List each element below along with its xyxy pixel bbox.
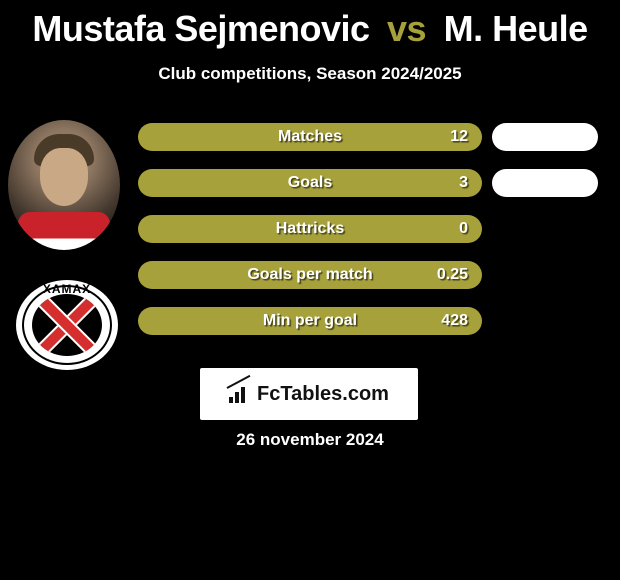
stat-pill-p2 bbox=[492, 123, 598, 151]
player2-name: M. Heule bbox=[444, 8, 588, 49]
stat-label: Goals per match bbox=[138, 261, 482, 289]
stat-label: Matches bbox=[138, 123, 482, 151]
stat-label: Hattricks bbox=[138, 215, 482, 243]
stat-pill-row bbox=[492, 307, 612, 335]
stat-pill-p2 bbox=[492, 169, 598, 197]
stat-value-p1: 3 bbox=[459, 169, 468, 197]
stat-pill-row bbox=[492, 215, 612, 243]
page-title: Mustafa Sejmenovic vs M. Heule bbox=[0, 0, 620, 50]
stat-value-p1: 12 bbox=[450, 123, 468, 151]
stat-pill-row bbox=[492, 169, 612, 197]
stat-value-p1: 0.25 bbox=[437, 261, 468, 289]
stat-bars: Matches12 Goals3 Hattricks0 Goals per match… bbox=[138, 123, 482, 353]
stat-value-p1: 0 bbox=[459, 215, 468, 243]
stat-pill-row bbox=[492, 261, 612, 289]
stat-pills-p2 bbox=[492, 123, 612, 353]
vs-separator: vs bbox=[387, 8, 426, 49]
stat-row: Goals3 bbox=[138, 169, 482, 197]
stat-row: Min per goal428 bbox=[138, 307, 482, 335]
stat-pill-row bbox=[492, 123, 612, 151]
stat-value-p1: 428 bbox=[441, 307, 468, 335]
player1-name: Mustafa Sejmenovic bbox=[32, 8, 369, 49]
site-logo: FcTables.com bbox=[200, 368, 418, 420]
subtitle: Club competitions, Season 2024/2025 bbox=[0, 64, 620, 84]
player1-avatar bbox=[8, 120, 120, 250]
player1-column: XAMAX bbox=[8, 120, 128, 370]
club-badge-icon: XAMAX bbox=[16, 280, 118, 370]
barchart-icon bbox=[229, 385, 251, 403]
stat-row: Matches12 bbox=[138, 123, 482, 151]
stat-label: Goals bbox=[138, 169, 482, 197]
stat-row: Goals per match0.25 bbox=[138, 261, 482, 289]
stat-row: Hattricks0 bbox=[138, 215, 482, 243]
site-name: FcTables.com bbox=[257, 383, 389, 406]
stat-label: Min per goal bbox=[138, 307, 482, 335]
date-label: 26 november 2024 bbox=[0, 430, 620, 450]
